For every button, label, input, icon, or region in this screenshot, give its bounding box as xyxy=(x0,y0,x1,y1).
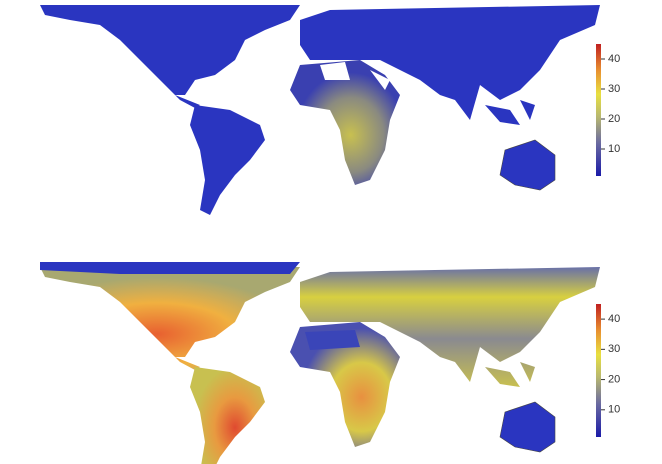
colorbar-top: 10 20 30 40 xyxy=(596,44,620,176)
colorbar-tick-label: 20 xyxy=(608,373,620,385)
colorbar-tick-label: 30 xyxy=(608,343,620,355)
colorbar-gradient xyxy=(596,304,601,437)
map-bottom xyxy=(40,262,600,464)
colorbar-tick-label: 40 xyxy=(608,53,620,65)
colorbar-gradient xyxy=(596,44,601,176)
colorbar-tick-label: 10 xyxy=(608,143,620,155)
map-top xyxy=(40,5,600,215)
colorbar-tick-label: 40 xyxy=(608,313,620,325)
colorbar-tick-label: 20 xyxy=(608,113,620,125)
colorbar-bottom: 10 20 30 40 xyxy=(596,304,620,437)
colorbar-tick-label: 10 xyxy=(608,404,620,416)
colorbar-tick-label: 30 xyxy=(608,83,620,95)
